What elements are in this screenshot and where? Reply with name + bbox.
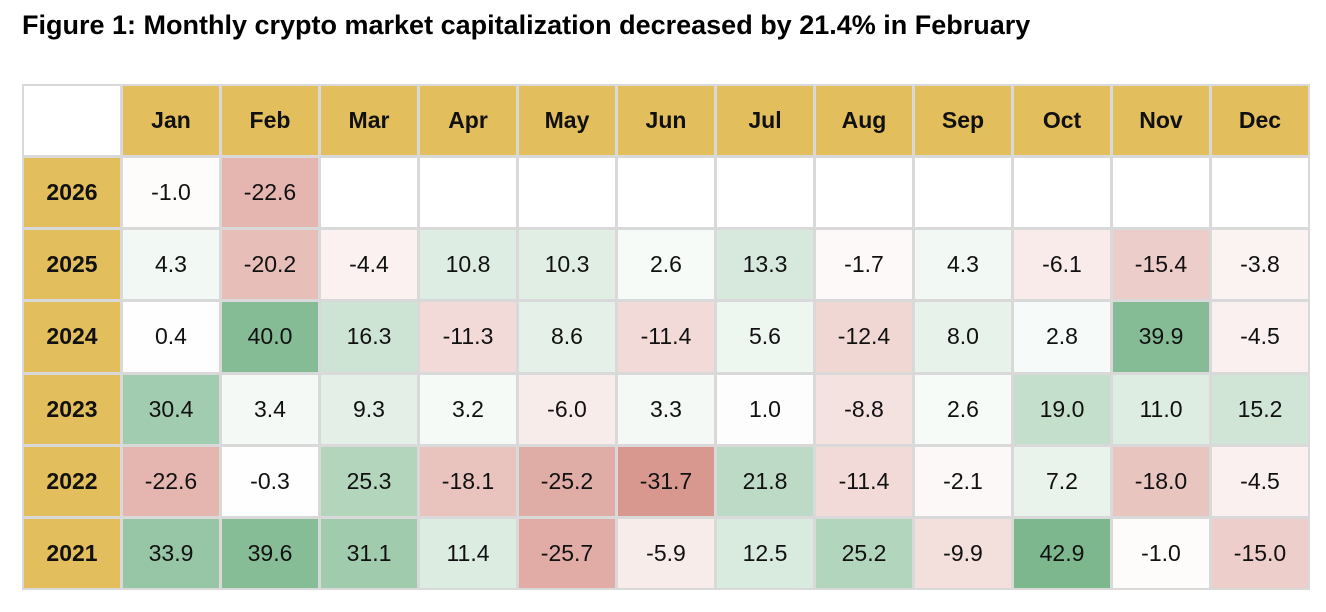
heat-cell: 2.8: [1014, 302, 1110, 372]
heat-cell: 39.9: [1113, 302, 1209, 372]
row-header: 2022: [24, 446, 120, 516]
empty-cell: [915, 158, 1011, 228]
heat-cell: -22.6: [123, 446, 219, 516]
heat-cell: 2.6: [618, 230, 714, 300]
column-header: May: [519, 86, 615, 156]
heat-cell: -0.3: [222, 446, 318, 516]
heat-cell: 10.3: [519, 230, 615, 300]
heat-cell: 16.3: [321, 302, 417, 372]
heat-cell: 3.4: [222, 374, 318, 444]
heat-cell: -11.4: [618, 302, 714, 372]
heat-cell: -18.1: [420, 446, 516, 516]
heat-cell: 10.8: [420, 230, 516, 300]
empty-cell: [420, 158, 516, 228]
heat-cell: 1.0: [717, 374, 813, 444]
heat-cell: 11.4: [420, 518, 516, 588]
heat-cell: 8.0: [915, 302, 1011, 372]
column-header: Mar: [321, 86, 417, 156]
column-header: Jan: [123, 86, 219, 156]
heat-cell: -31.7: [618, 446, 714, 516]
column-header: Jun: [618, 86, 714, 156]
column-header: Jul: [717, 86, 813, 156]
row-header: 2025: [24, 230, 120, 300]
heat-cell: 31.1: [321, 518, 417, 588]
column-header: Oct: [1014, 86, 1110, 156]
heat-cell: -25.2: [519, 446, 615, 516]
heat-cell: 9.3: [321, 374, 417, 444]
empty-cell: [1212, 158, 1308, 228]
heat-cell: -15.4: [1113, 230, 1209, 300]
heat-cell: -11.3: [420, 302, 516, 372]
heat-cell: -11.4: [816, 446, 912, 516]
empty-cell: [717, 158, 813, 228]
heat-cell: -4.4: [321, 230, 417, 300]
heat-cell: -4.5: [1212, 302, 1308, 372]
column-header: Feb: [222, 86, 318, 156]
heat-cell: 3.3: [618, 374, 714, 444]
heat-cell: 13.3: [717, 230, 813, 300]
heat-cell: -1.0: [1113, 518, 1209, 588]
heat-cell: -6.1: [1014, 230, 1110, 300]
heat-cell: -12.4: [816, 302, 912, 372]
heat-cell: 5.6: [717, 302, 813, 372]
chart-title: Figure 1: Monthly crypto market capitali…: [22, 10, 1031, 40]
heat-cell: 15.2: [1212, 374, 1308, 444]
heat-cell: -5.9: [618, 518, 714, 588]
row-header: 2024: [24, 302, 120, 372]
empty-cell: [1113, 158, 1209, 228]
heat-cell: -2.1: [915, 446, 1011, 516]
heat-cell: -22.6: [222, 158, 318, 228]
heat-cell: 11.0: [1113, 374, 1209, 444]
heat-cell: 40.0: [222, 302, 318, 372]
column-header: Aug: [816, 86, 912, 156]
empty-cell: [519, 158, 615, 228]
heat-cell: 33.9: [123, 518, 219, 588]
heat-cell: 8.6: [519, 302, 615, 372]
heat-cell: -20.2: [222, 230, 318, 300]
column-header: Apr: [420, 86, 516, 156]
heat-cell: 30.4: [123, 374, 219, 444]
empty-cell: [618, 158, 714, 228]
heat-cell: -9.9: [915, 518, 1011, 588]
heat-cell: 25.2: [816, 518, 912, 588]
empty-cell: [321, 158, 417, 228]
row-header: 2023: [24, 374, 120, 444]
row-header: 2026: [24, 158, 120, 228]
heat-cell: -1.7: [816, 230, 912, 300]
heatmap-table: Jan Feb Mar Apr May Jun Jul Aug Sep Oct Nov Dec 2026…: [22, 84, 1310, 590]
heat-cell: 4.3: [123, 230, 219, 300]
empty-cell: [1014, 158, 1110, 228]
empty-cell: [816, 158, 912, 228]
heat-cell: -25.7: [519, 518, 615, 588]
heat-cell: -4.5: [1212, 446, 1308, 516]
corner-cell: [24, 86, 120, 156]
heat-cell: -3.8: [1212, 230, 1308, 300]
heat-cell: 7.2: [1014, 446, 1110, 516]
heat-cell: 25.3: [321, 446, 417, 516]
heat-cell: 0.4: [123, 302, 219, 372]
heat-cell: 39.6: [222, 518, 318, 588]
heat-cell: -8.8: [816, 374, 912, 444]
heat-cell: -18.0: [1113, 446, 1209, 516]
heat-cell: 19.0: [1014, 374, 1110, 444]
column-header: Nov: [1113, 86, 1209, 156]
column-header: Sep: [915, 86, 1011, 156]
heat-cell: -1.0: [123, 158, 219, 228]
heat-cell: -15.0: [1212, 518, 1308, 588]
row-header: 2021: [24, 518, 120, 588]
heat-cell: 42.9: [1014, 518, 1110, 588]
heat-cell: 12.5: [717, 518, 813, 588]
heat-cell: 4.3: [915, 230, 1011, 300]
heat-cell: 21.8: [717, 446, 813, 516]
column-header: Dec: [1212, 86, 1308, 156]
heat-cell: -6.0: [519, 374, 615, 444]
heat-cell: 3.2: [420, 374, 516, 444]
heat-cell: 2.6: [915, 374, 1011, 444]
